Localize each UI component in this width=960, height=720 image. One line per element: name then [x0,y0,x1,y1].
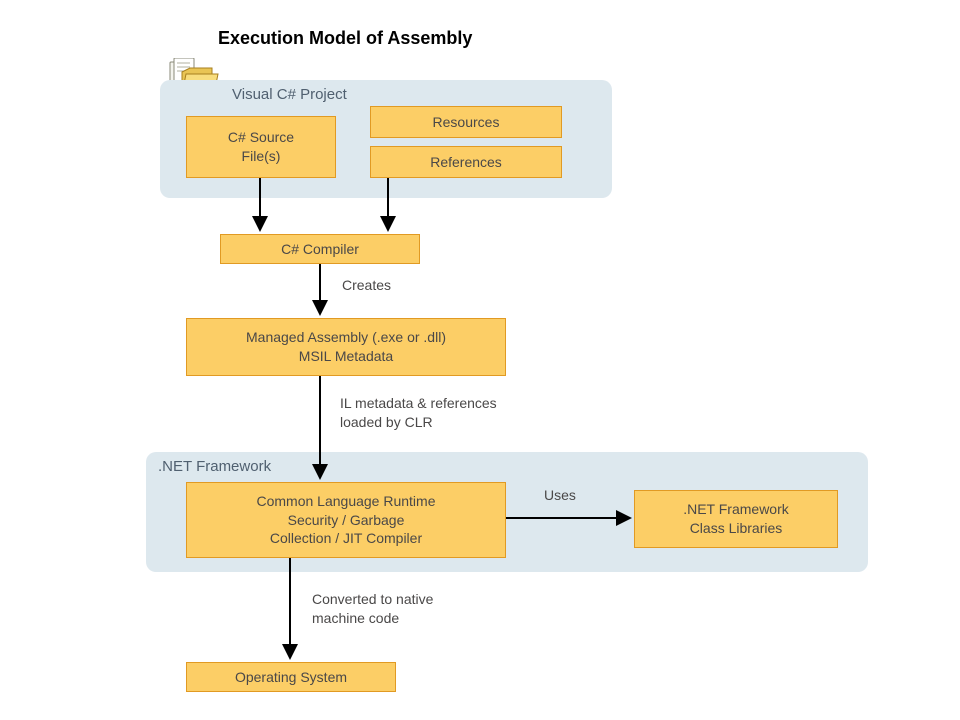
node-compiler: C# Compiler [220,234,420,264]
edge-label-il-metadata: IL metadata & referencesloaded by CLR [340,394,497,432]
node-label: .NET FrameworkClass Libraries [683,500,789,538]
node-source: C# SourceFile(s) [186,116,336,178]
diagram-title: Execution Model of Assembly [218,28,472,49]
node-clr: Common Language RuntimeSecurity / Garbag… [186,482,506,558]
node-assembly: Managed Assembly (.exe or .dll)MSIL Meta… [186,318,506,376]
node-label: C# Compiler [281,240,359,259]
edge-label-creates: Creates [342,276,391,295]
edge-label-native: Converted to nativemachine code [312,590,433,628]
node-references: References [370,146,562,178]
node-resources: Resources [370,106,562,138]
container-label: Visual C# Project [232,86,347,103]
node-label: Resources [433,113,500,132]
node-libs: .NET FrameworkClass Libraries [634,490,838,548]
edge-label-uses: Uses [544,486,576,505]
node-os: Operating System [186,662,396,692]
node-label: Operating System [235,668,347,687]
container-label: .NET Framework [158,458,271,475]
node-label: Common Language RuntimeSecurity / Garbag… [257,492,436,549]
node-label: References [430,153,502,172]
node-label: Managed Assembly (.exe or .dll)MSIL Meta… [246,328,446,366]
node-label: C# SourceFile(s) [228,128,294,166]
